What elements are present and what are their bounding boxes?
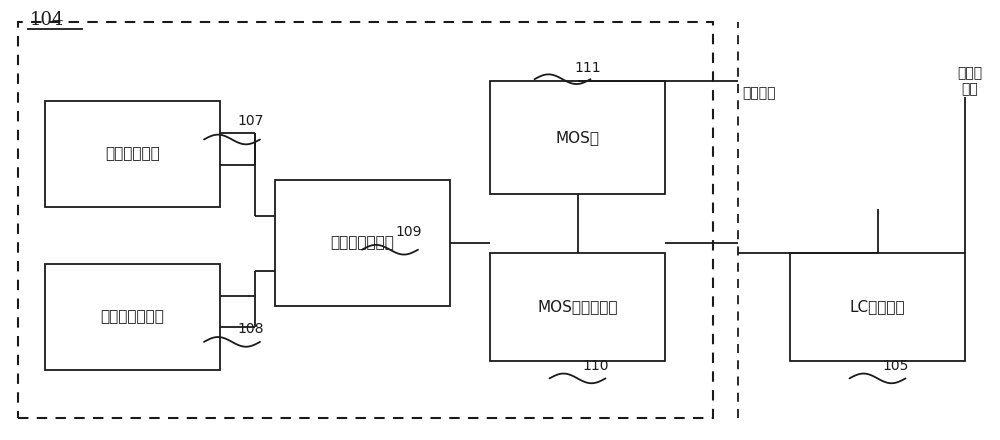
Text: LC振荡电路: LC振荡电路 xyxy=(850,299,905,315)
Text: 基频信号: 基频信号 xyxy=(742,86,776,100)
Text: 108: 108 xyxy=(237,322,264,336)
Text: 111: 111 xyxy=(574,61,601,75)
Text: 光耦电路单元: 光耦电路单元 xyxy=(105,147,160,161)
Text: MOS管控制单元: MOS管控制单元 xyxy=(537,299,618,315)
Text: 直流源
信号: 直流源 信号 xyxy=(957,66,983,96)
Text: 104: 104 xyxy=(30,11,64,29)
Bar xyxy=(275,180,450,306)
Bar xyxy=(45,264,220,370)
Bar xyxy=(490,81,665,194)
Text: 与非门电路单元: 与非门电路单元 xyxy=(331,235,394,251)
Text: 晶体振荡器单元: 晶体振荡器单元 xyxy=(101,309,164,324)
Text: MOS管: MOS管 xyxy=(556,130,600,145)
Bar xyxy=(490,253,665,361)
Text: 107: 107 xyxy=(237,114,263,128)
Bar xyxy=(45,101,220,207)
Text: 110: 110 xyxy=(582,359,609,373)
Text: 109: 109 xyxy=(395,225,422,238)
Bar xyxy=(790,253,965,361)
Text: 105: 105 xyxy=(883,359,909,373)
Bar xyxy=(18,22,713,418)
